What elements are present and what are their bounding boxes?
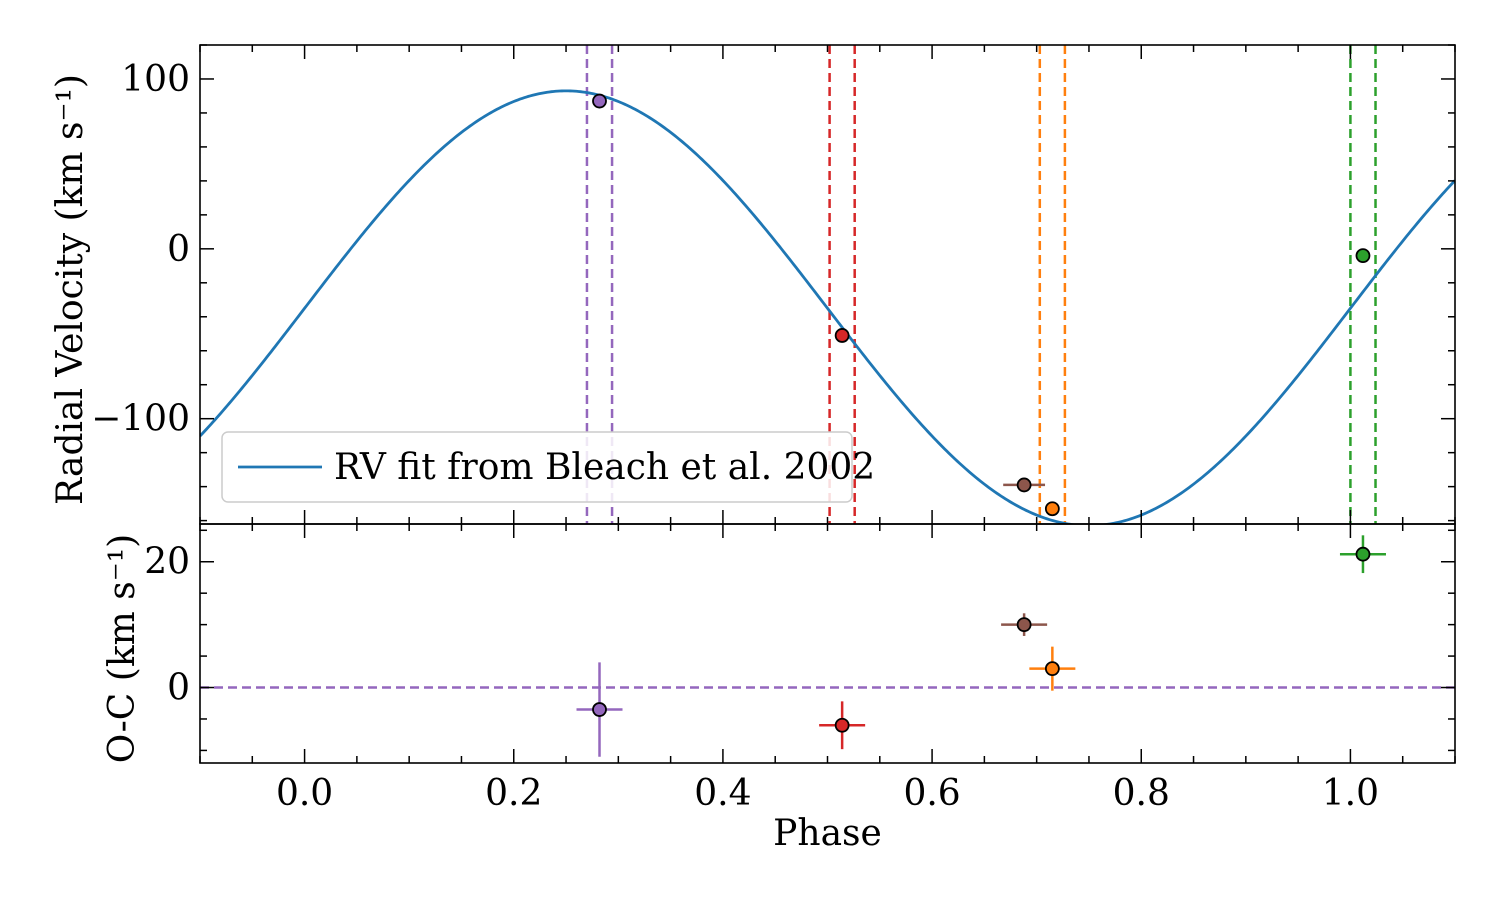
x-tick-label: 1.0 (1322, 773, 1379, 814)
x-tick-label: 0.8 (1113, 773, 1170, 814)
x-tick-label: 0.6 (903, 773, 960, 814)
residual-data-point (1016, 617, 1032, 633)
rv-data-point (1016, 477, 1032, 493)
residual-data-point (1044, 661, 1060, 677)
rv-data-point (834, 328, 850, 343)
bottom-panel-frame (199, 523, 1456, 764)
legend-box (221, 431, 853, 503)
bottom-y-tick-label: 0 (167, 668, 190, 709)
top-y-tick-label: −100 (91, 399, 190, 440)
legend: RV fit from Bleach et al. 2002 (221, 431, 875, 503)
legend-label: RV fit from Bleach et al. 2002 (334, 447, 875, 488)
residual-data-point (1355, 546, 1371, 562)
top-y-tick-label: 0 (167, 229, 190, 270)
top-y-axis-label: Radial Velocity (km s⁻¹) (50, 74, 91, 505)
rv-fit-curve (200, 89, 1455, 524)
residual-data-point (834, 717, 850, 733)
rv-data-point (1355, 248, 1371, 264)
x-axis-label: Phase (773, 813, 882, 854)
bottom-panel-plot-area (200, 535, 1455, 757)
x-tick-label: 0.4 (694, 773, 751, 814)
rv-data-point (1044, 501, 1060, 517)
bottom-y-axis-label: O-C (km s⁻¹) (102, 534, 143, 763)
top-y-tick-label: 100 (121, 59, 190, 100)
x-tick-label: 0.2 (485, 773, 542, 814)
bottom-y-tick-label: 20 (144, 542, 190, 583)
residual-data-point (592, 702, 607, 717)
x-tick-label: 0.0 (276, 773, 333, 814)
rv-data-point (592, 93, 607, 109)
